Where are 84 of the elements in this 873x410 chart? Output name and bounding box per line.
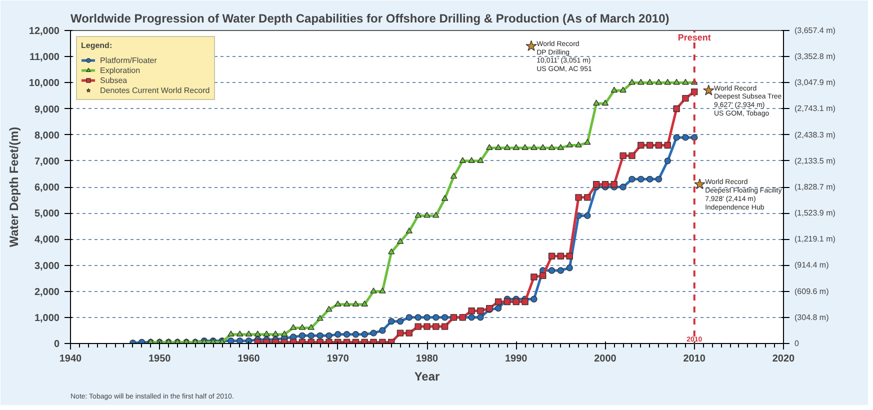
point <box>703 84 714 96</box>
point <box>432 323 440 330</box>
x-tick-label: 1990 <box>505 354 528 364</box>
point <box>682 94 689 102</box>
x-tick-label: 2010 <box>683 354 706 364</box>
point <box>526 40 537 51</box>
point <box>441 323 448 330</box>
legend-label: Denotes Current World Record <box>100 85 210 95</box>
y2-tick-label: 0 <box>794 339 800 348</box>
point <box>540 272 546 280</box>
y-tick-label: 1,000 <box>34 312 60 324</box>
y2-tick-label: (914.4 m) <box>794 260 830 270</box>
point <box>316 338 324 344</box>
point <box>263 338 270 344</box>
point <box>602 181 609 188</box>
point <box>638 142 644 149</box>
y2-tick-label: (1,219.1 m) <box>794 234 836 244</box>
y2-tick-label: (1,828.7 m) <box>794 182 836 192</box>
ref-line-label: Present <box>678 32 711 42</box>
point <box>673 105 680 112</box>
x-tick-label: 1980 <box>416 354 439 364</box>
y-tick-label: 0 <box>54 339 60 350</box>
x-tick-label: 2020 <box>772 354 796 364</box>
point <box>584 194 591 201</box>
y2-tick-label: (2,438.3 m) <box>794 130 836 140</box>
legend-label: Subsea <box>100 75 128 85</box>
y-tick-label: 4,000 <box>34 234 60 246</box>
point <box>406 330 413 336</box>
point <box>396 330 404 336</box>
y2-tick-label: (304.8 m) <box>794 312 830 322</box>
y2-tick-label: (609.6 m) <box>794 286 830 296</box>
point <box>379 338 386 344</box>
y2-tick-label: (3,657.4 m) <box>794 26 836 35</box>
x-tick-label: 2000 <box>594 354 617 364</box>
x-tick-label: 1960 <box>238 354 260 364</box>
y-tick-label: 6,000 <box>34 182 60 194</box>
y-tick-label: 12,000 <box>28 26 60 37</box>
point <box>272 338 279 344</box>
point <box>424 323 430 330</box>
y-tick-label: 5,000 <box>34 208 60 220</box>
legend-label: Platform/Floater <box>100 55 157 65</box>
legend-title: Legend: <box>81 41 114 50</box>
y2-tick-label: (3,047.9 m) <box>794 78 836 88</box>
y-tick-label: 8,000 <box>34 130 60 142</box>
y-tick-label: 10,000 <box>28 78 60 90</box>
point <box>592 181 600 188</box>
y-tick-label: 2,000 <box>34 286 60 298</box>
point <box>504 298 511 306</box>
point <box>281 338 288 344</box>
point <box>468 308 475 314</box>
point <box>655 142 662 149</box>
y-tick-label: 7,000 <box>34 156 60 168</box>
point <box>326 338 332 344</box>
point <box>664 142 671 149</box>
x-tick-label: 1950 <box>148 354 172 364</box>
point <box>694 178 706 190</box>
y2-tick-label: (2,133.5 m) <box>794 156 836 166</box>
point <box>557 252 564 260</box>
point <box>628 152 636 160</box>
point <box>414 323 422 330</box>
point <box>646 142 654 149</box>
legend-label: Exploration <box>100 65 140 75</box>
point <box>512 298 520 306</box>
point <box>370 338 377 344</box>
y-tick-label: 3,000 <box>34 260 60 272</box>
x-axis-title: Year <box>414 370 440 384</box>
point <box>610 181 618 188</box>
point <box>477 308 484 314</box>
point <box>494 298 502 306</box>
x-tick-label: 1940 <box>59 354 82 364</box>
y2-tick-label: (2,743.1 m) <box>794 104 836 114</box>
point <box>522 298 528 306</box>
x-tick-label: 1970 <box>326 354 350 364</box>
point <box>530 274 538 280</box>
point <box>548 252 556 260</box>
point <box>566 252 573 260</box>
chart-title: Worldwide Progression of Water Depth Capabilities for Offshore Drilling & Production (As of March 2010) <box>70 12 670 26</box>
y2-tick-label: (1,523.9 m) <box>794 208 836 218</box>
y-tick-label: 9,000 <box>34 104 60 116</box>
y-axis-title: Water Depth Feet/(m) <box>6 126 21 248</box>
point <box>620 152 626 160</box>
y-tick-label: 11,000 <box>29 52 60 64</box>
point <box>575 194 582 201</box>
y2-tick-label: (3,352.8 m) <box>794 52 836 62</box>
